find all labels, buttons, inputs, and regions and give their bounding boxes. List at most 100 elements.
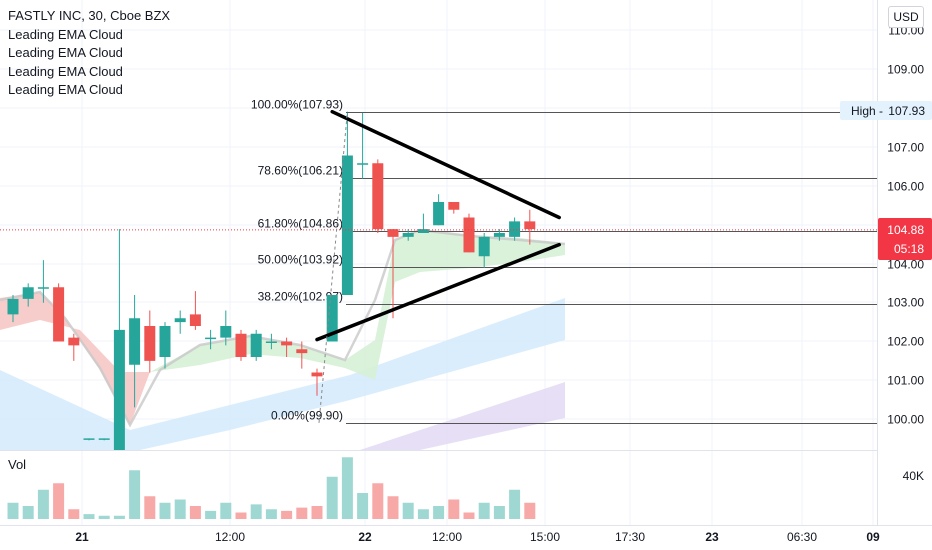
volume-label[interactable]: Vol [8, 457, 27, 472]
fib-level-label: 78.60%(106.21) [258, 164, 343, 178]
volume-axis-label: 40K [903, 469, 924, 483]
volume-bar [311, 506, 323, 519]
time-axis-label: 15:00 [530, 530, 560, 544]
volume-bar [478, 502, 490, 519]
indicator-label[interactable]: Leading EMA Cloud [8, 63, 123, 79]
candle-body [524, 221, 536, 230]
candle-body [402, 233, 414, 237]
volume-bar [250, 504, 262, 519]
time-axis-label: 12:00 [432, 530, 462, 544]
candle-body [357, 163, 369, 165]
volume-bar [37, 489, 49, 519]
volume-bar [265, 509, 277, 519]
candle-body [189, 314, 201, 326]
candle-body [265, 341, 277, 343]
fib-level-label: 61.80%(104.86) [258, 217, 343, 231]
ema-cloud-blue [0, 298, 565, 450]
fib-level-label: 100.00%(107.93) [251, 98, 343, 112]
candle-body [433, 202, 445, 226]
time-axis-label: 06:30 [787, 530, 817, 544]
time-axis[interactable]: 21 12:00 22 12:00 15:00 17:30 23 06:30 09 [75, 530, 880, 544]
indicator-label[interactable]: Leading EMA Cloud [8, 82, 123, 97]
candle-body [448, 202, 460, 210]
price-axis-label: 104.00 [887, 258, 924, 272]
candle-body [174, 318, 186, 323]
time-axis-label: 09 [866, 530, 880, 544]
volume-bar [113, 515, 125, 519]
volume-bars [7, 457, 536, 519]
bar-countdown: 05:18 [894, 242, 924, 256]
candle-body [22, 287, 34, 299]
volume-bar [341, 457, 353, 519]
price-axis-label: 106.00 [887, 180, 924, 194]
ema-line [0, 228, 566, 428]
volume-bar [7, 502, 19, 519]
high-tag [840, 101, 932, 120]
candle-body [463, 217, 475, 253]
volume-bar [53, 483, 65, 519]
high-tag-label: High [851, 104, 876, 118]
trendline-drawings[interactable] [0, 109, 877, 423]
candle-body [68, 337, 80, 346]
candle-body [478, 236, 490, 257]
high-tag-dash: - [879, 104, 883, 118]
chart-legend: FASTLY INC, 30, Cboe BZX Leading EMA Clo… [8, 7, 170, 100]
candle-body [281, 341, 293, 346]
volume-bar [98, 515, 110, 519]
indicator-label[interactable]: Leading EMA Cloud [8, 45, 123, 60]
candles [7, 112, 536, 450]
price-axis-label: 109.00 [887, 63, 924, 77]
last-price-tag [878, 218, 932, 260]
candle-body [493, 233, 505, 237]
time-axis-label: 23 [705, 530, 719, 544]
price-axis-label: 101.00 [887, 374, 924, 388]
fibonacci-retracement[interactable]: 100.00%(107.93) 78.60%(106.21) 61.80%(104.… [251, 98, 877, 424]
candle-body [98, 438, 110, 440]
candle-body [387, 229, 399, 237]
volume-bar [174, 499, 186, 519]
volume-bar [357, 493, 369, 519]
volume-bar [220, 502, 232, 519]
volume-bar [387, 496, 399, 519]
time-axis-label: 21 [75, 530, 89, 544]
trendline [330, 109, 561, 220]
volume-bar [463, 512, 475, 519]
price-axis-label: 107.00 [887, 141, 924, 155]
candle-body [83, 438, 95, 440]
candle-body [113, 329, 125, 450]
volume-bar [144, 496, 156, 519]
volume-bar [235, 512, 247, 519]
candle-body [129, 318, 141, 365]
symbol-title[interactable]: FASTLY INC, 30, Cboe BZX [8, 8, 171, 23]
volume-bar [129, 470, 141, 519]
price-tags: High -107.93 104.88 05:18 [840, 101, 932, 260]
volume-bar [417, 509, 429, 519]
candle-body [159, 326, 171, 357]
volume-bar [296, 507, 308, 519]
candle-body [220, 326, 232, 338]
volume-bar [159, 502, 171, 519]
candle-body [326, 295, 338, 342]
volume-bar [524, 502, 536, 519]
candle-body [341, 155, 353, 295]
fib-trend-line [318, 111, 348, 423]
fib-level-label: 0.00%(99.90) [271, 409, 343, 423]
volume-bar [326, 476, 338, 519]
candle-body [7, 298, 19, 315]
volume-bar [448, 499, 460, 519]
last-price-value: 104.88 [887, 223, 924, 237]
time-axis-label: 12:00 [215, 530, 245, 544]
volume-bar [22, 506, 34, 519]
fib-level-label: 50.00%(103.92) [258, 253, 343, 267]
candle-body [205, 337, 217, 340]
candle-body [37, 287, 49, 289]
grid [0, 0, 932, 526]
time-axis-label: 22 [358, 530, 372, 544]
volume-bar [402, 502, 414, 519]
candle-body [250, 333, 262, 357]
indicator-label[interactable]: Leading EMA Cloud [8, 26, 123, 42]
volume-bar [281, 510, 293, 519]
currency-button[interactable]: USD [888, 6, 924, 28]
